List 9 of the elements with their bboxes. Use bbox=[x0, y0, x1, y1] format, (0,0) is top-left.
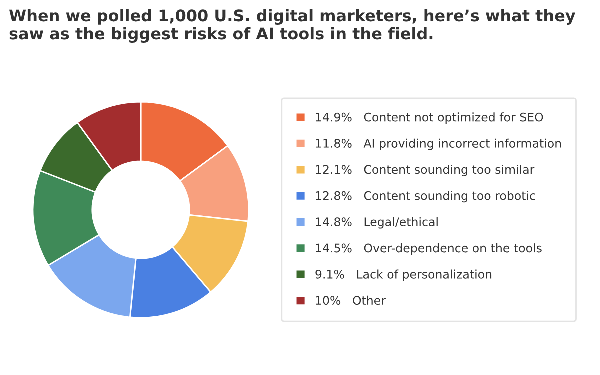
legend-label: 14.5% Over-dependence on the tools bbox=[316, 244, 542, 255]
legend-label: 12.1% Content sounding too similar bbox=[316, 165, 535, 176]
legend-label: 14.8% Legal/ethical bbox=[316, 217, 438, 229]
legend-label: 9.1% Lack of personalization bbox=[316, 270, 492, 282]
legend-label: 14.9% Content not optimized for SEO bbox=[316, 112, 544, 124]
legend-label: 11.8% AI providing incorrect information bbox=[316, 138, 562, 150]
legend-label: 12.8% Content sounding too robotic bbox=[316, 191, 536, 203]
legend-label: 10% Other bbox=[316, 296, 386, 306]
chart-title: When we polled 1,000 U.S. digital marketers, here’s what they saw as the biggest risks of AI tools in the field. bbox=[9, 9, 576, 43]
